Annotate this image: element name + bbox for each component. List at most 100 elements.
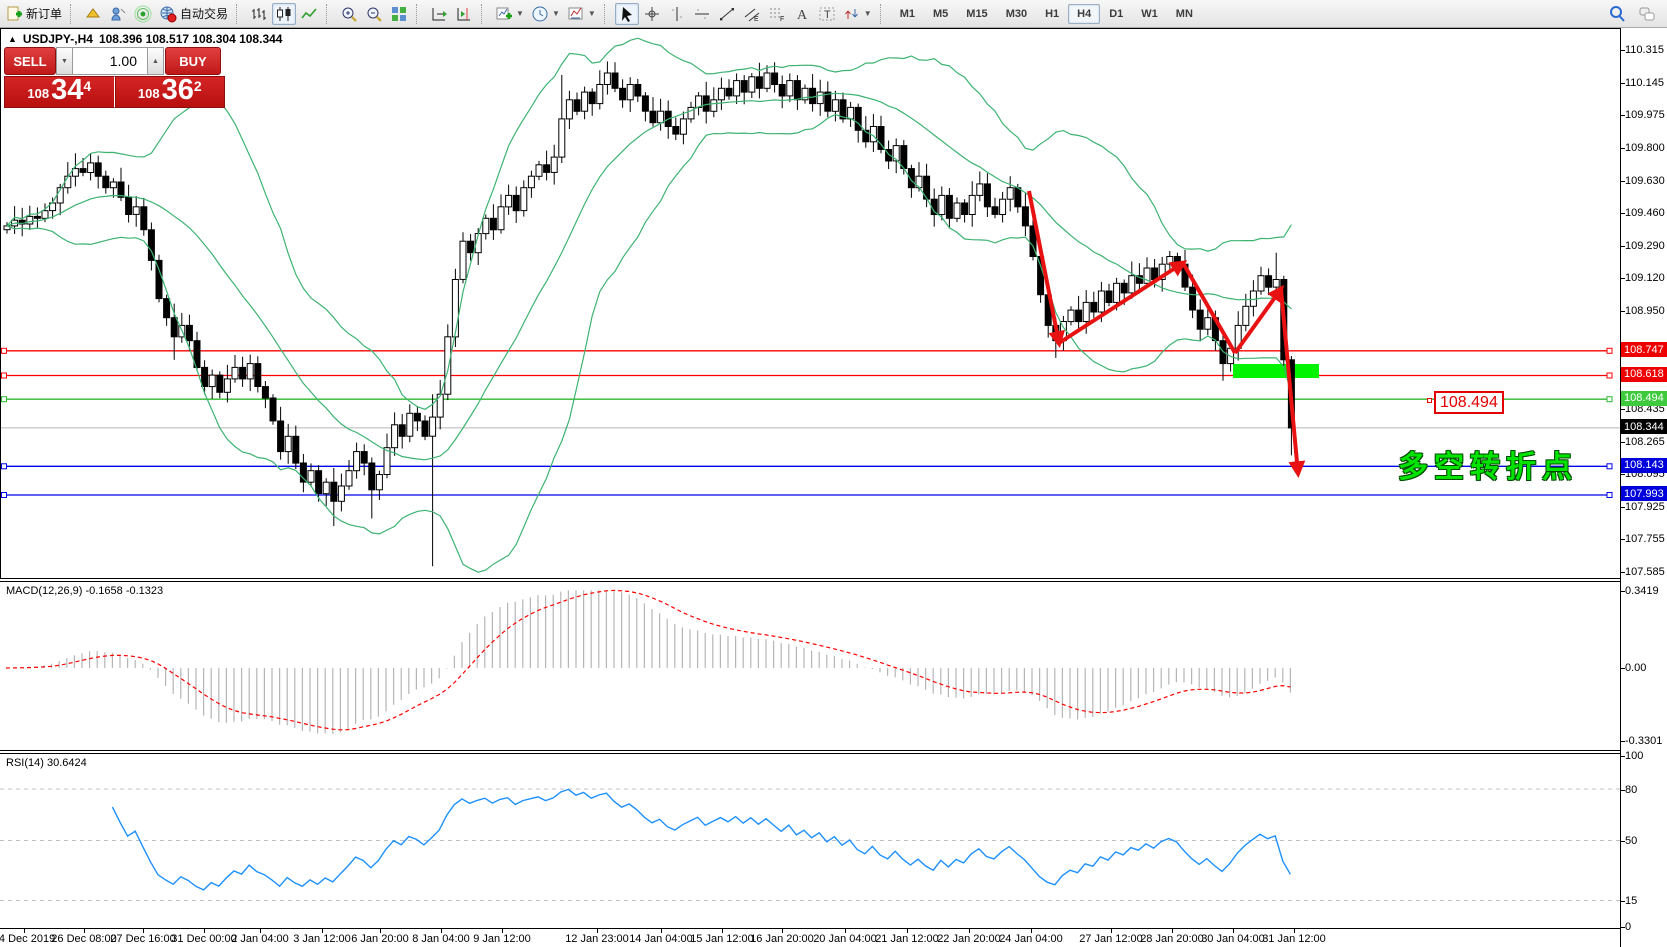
equidistant-channel-button[interactable]: E bbox=[740, 3, 764, 25]
price-tag-108.344: 108.344 bbox=[1621, 419, 1667, 435]
signals-icon bbox=[134, 5, 152, 23]
time-label: 3 Jan 12:00 bbox=[293, 933, 351, 945]
time-tick bbox=[907, 929, 908, 933]
price-tick-label: 110.315 bbox=[1621, 44, 1664, 56]
collapse-triangle-icon[interactable]: ▲ bbox=[8, 34, 17, 44]
line-chart-button[interactable] bbox=[297, 3, 321, 25]
svg-text:E: E bbox=[754, 16, 759, 23]
horizontal-line-button[interactable] bbox=[690, 3, 714, 25]
arrows-button[interactable]: ▼ bbox=[840, 3, 875, 25]
time-tick bbox=[502, 929, 503, 933]
volume-up-button[interactable]: ▲ bbox=[147, 47, 164, 75]
price-callout-handle[interactable] bbox=[1427, 398, 1432, 403]
toolbar-separator[interactable] bbox=[70, 3, 77, 24]
pane-separator[interactable] bbox=[0, 750, 1667, 754]
time-tick bbox=[204, 929, 205, 933]
crosshair-button[interactable] bbox=[640, 3, 664, 25]
period-button[interactable]: ▼ bbox=[528, 3, 563, 25]
autotrading-button[interactable]: 自动交易 bbox=[156, 3, 231, 25]
rsi-axis-label: 80 bbox=[1621, 784, 1637, 796]
bar-chart-icon bbox=[250, 5, 268, 23]
candlestick-chart-button[interactable] bbox=[272, 2, 297, 25]
sell-price-figure: 108 bbox=[27, 86, 50, 102]
svg-text:A: A bbox=[797, 8, 808, 23]
macd-pane[interactable] bbox=[0, 582, 1620, 750]
price-tick-label: 109.290 bbox=[1621, 240, 1665, 252]
timeframe-h4-button[interactable]: H4 bbox=[1068, 3, 1101, 24]
pane-separator[interactable] bbox=[0, 578, 1667, 582]
price-callout-box[interactable]: 108.494 bbox=[1434, 391, 1504, 414]
market-watch-button[interactable] bbox=[81, 3, 105, 25]
price-axis[interactable]: 110.315 110.145 109.975 109.800 109.630 109.4… bbox=[1621, 28, 1667, 933]
template-button[interactable]: ▼ bbox=[564, 3, 599, 25]
zoom-out-button[interactable] bbox=[362, 3, 386, 25]
time-label: 27 Jan 12:00 bbox=[1079, 933, 1143, 945]
timeframe-d1-button[interactable]: D1 bbox=[1109, 7, 1124, 20]
timeframe-w1-button[interactable]: W1 bbox=[1141, 7, 1158, 20]
toolbar-separator[interactable] bbox=[481, 3, 488, 24]
dropdown-caret-icon: ▼ bbox=[516, 8, 524, 18]
macd-axis-label: -0.3301 bbox=[1621, 735, 1662, 747]
sell-button[interactable]: SELL bbox=[4, 47, 56, 75]
price-tick-label: 109.120 bbox=[1621, 272, 1665, 284]
chat-button[interactable] bbox=[1635, 3, 1659, 25]
chinese-annotation[interactable]: 多空转折点 bbox=[1398, 451, 1578, 484]
vertical-line-button[interactable] bbox=[665, 3, 689, 25]
sell-quote[interactable]: 108 34 4 bbox=[4, 76, 115, 108]
rsi-pane[interactable] bbox=[0, 754, 1620, 928]
timeframe-m15-button[interactable]: M15 bbox=[966, 7, 988, 20]
time-label: 24 Dec 2019 bbox=[0, 933, 56, 945]
signals-button[interactable] bbox=[131, 3, 155, 25]
toolbar-separator[interactable] bbox=[236, 3, 243, 24]
auto-scroll-button[interactable] bbox=[427, 3, 451, 25]
tile-windows-button[interactable] bbox=[387, 3, 411, 25]
timeframe-h1-button[interactable]: H1 bbox=[1045, 7, 1060, 20]
timeframe-mn-button[interactable]: MN bbox=[1175, 7, 1193, 20]
toolbar-separator[interactable] bbox=[416, 3, 423, 24]
time-label: 21 Jan 12:00 bbox=[875, 933, 939, 945]
new-chart-button[interactable]: ▼ bbox=[492, 3, 527, 25]
main-chart-pane[interactable] bbox=[0, 28, 1621, 578]
timeframe-m1-button[interactable]: M1 bbox=[899, 7, 915, 20]
time-label: 27 Dec 16:00 bbox=[110, 933, 176, 945]
search-button[interactable] bbox=[1605, 3, 1629, 25]
buy-quote[interactable]: 108 36 2 bbox=[114, 74, 225, 108]
rsi-axis-label: 100 bbox=[1621, 750, 1643, 762]
new-order-button[interactable]: 新订单 bbox=[2, 3, 65, 25]
price-tag-108.494: 108.494 bbox=[1621, 390, 1667, 406]
chart-shift-button[interactable] bbox=[452, 3, 476, 25]
time-tick bbox=[84, 929, 85, 933]
trendline-button[interactable] bbox=[715, 3, 739, 25]
data-window-button[interactable] bbox=[106, 3, 130, 25]
text-label-button[interactable]: T bbox=[815, 3, 839, 25]
toolbar-separator[interactable] bbox=[879, 3, 887, 24]
time-tick bbox=[143, 929, 144, 933]
text-label-icon: T bbox=[818, 5, 836, 23]
time-tick bbox=[661, 929, 662, 933]
timeframe-m5-button[interactable]: M5 bbox=[933, 7, 949, 20]
volume-down-button[interactable]: ▼ bbox=[56, 47, 73, 75]
dropdown-caret-icon: ▼ bbox=[863, 8, 872, 18]
time-tick bbox=[597, 929, 598, 933]
candlestick-icon bbox=[275, 5, 293, 23]
buy-price-figure: 108 bbox=[137, 86, 160, 102]
toolbar-separator[interactable] bbox=[603, 3, 611, 24]
text-button[interactable]: A bbox=[790, 3, 814, 25]
time-label: 15 Jan 12:00 bbox=[690, 933, 754, 945]
bar-chart-button[interactable] bbox=[247, 3, 271, 25]
buy-price-pips: 36 bbox=[161, 74, 194, 107]
cursor-button[interactable] bbox=[614, 2, 639, 25]
volume-input[interactable] bbox=[73, 47, 147, 75]
time-tick bbox=[24, 929, 25, 933]
buy-button[interactable]: BUY bbox=[165, 47, 221, 75]
time-label: 31 Jan 12:00 bbox=[1262, 933, 1326, 945]
sell-price-pips: 34 bbox=[51, 74, 84, 107]
time-label: 12 Jan 23:00 bbox=[565, 933, 629, 945]
macd-axis-label: 0.3419 bbox=[1621, 585, 1659, 597]
fibonacci-button[interactable]: F bbox=[765, 3, 789, 25]
toolbar-separator[interactable] bbox=[326, 3, 333, 24]
zoom-in-button[interactable] bbox=[337, 3, 361, 25]
timeframe-m30-button[interactable]: M30 bbox=[1005, 7, 1028, 20]
autotrading-label: 自动交易 bbox=[180, 7, 229, 21]
